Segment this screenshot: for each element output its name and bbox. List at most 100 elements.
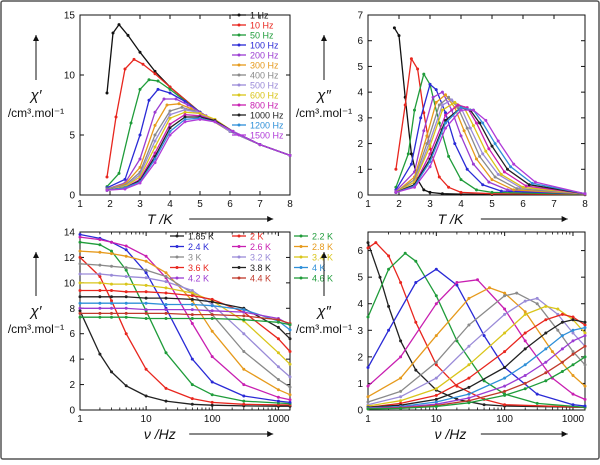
legend-marker xyxy=(237,53,241,57)
data-point xyxy=(416,67,420,71)
legend-label: 3.2 K xyxy=(250,253,271,263)
legend-marker xyxy=(237,43,241,47)
data-point xyxy=(437,175,441,179)
series-line xyxy=(79,310,290,407)
data-point xyxy=(78,262,82,266)
y-tick-label: 12 xyxy=(64,253,76,264)
data-point xyxy=(78,233,82,236)
data-point xyxy=(124,301,128,305)
data-point xyxy=(434,302,438,306)
data-point xyxy=(78,255,82,259)
data-point xyxy=(156,79,160,83)
data-point xyxy=(190,313,194,317)
legend-marker xyxy=(237,73,241,77)
data-point xyxy=(544,371,548,375)
data-point xyxy=(503,384,507,388)
data-point xyxy=(186,103,190,107)
data-point xyxy=(210,393,214,397)
data-point xyxy=(387,328,391,332)
panel-bl: 1 10 100 1000 0 2 4 6 8 10 12 14 1.85 K 2 K 2.2 K 2.4 K… xyxy=(8,228,333,443)
legend-marker xyxy=(299,255,303,259)
data-point xyxy=(503,366,507,369)
x-tick-label: 4 xyxy=(458,199,464,210)
data-point xyxy=(399,395,403,399)
legend-marker xyxy=(237,63,241,67)
data-point xyxy=(124,282,128,286)
legend-label: 2.4 K xyxy=(188,242,209,252)
data-point xyxy=(503,393,507,397)
data-point xyxy=(467,385,471,389)
data-point xyxy=(465,167,469,171)
legend-label: 800 Hz xyxy=(250,101,279,111)
legend-label: 3.8 K xyxy=(250,263,271,273)
data-point xyxy=(144,367,148,371)
data-point xyxy=(98,250,102,254)
data-point xyxy=(467,392,471,396)
data-point xyxy=(467,376,471,380)
data-point xyxy=(455,283,459,287)
data-point xyxy=(110,264,113,268)
data-point xyxy=(560,320,564,324)
data-point xyxy=(242,318,246,322)
y-axis-arrow-head xyxy=(321,252,327,258)
legend-marker xyxy=(237,123,241,127)
data-point xyxy=(210,355,214,359)
x-tick-label: 1000 xyxy=(562,414,585,425)
data-point xyxy=(210,317,214,320)
data-point xyxy=(288,153,292,157)
data-point xyxy=(144,317,148,320)
x-tick-label: 10 xyxy=(141,414,153,425)
y-tick-label: 6 xyxy=(357,36,363,47)
data-point xyxy=(153,139,157,143)
data-point xyxy=(560,370,564,373)
data-point xyxy=(165,103,169,107)
data-point xyxy=(110,315,113,319)
data-point xyxy=(374,241,378,245)
legend-label: 1500 Hz xyxy=(250,131,284,141)
x-axis-label: T /K xyxy=(147,211,173,227)
data-point xyxy=(481,152,485,156)
data-point xyxy=(434,88,438,92)
data-point xyxy=(434,405,438,408)
data-point xyxy=(124,295,128,299)
data-point xyxy=(444,121,447,125)
data-point xyxy=(583,363,587,367)
data-point xyxy=(98,263,102,267)
data-point xyxy=(190,402,194,406)
data-point xyxy=(126,33,130,37)
y-tick-label: 1 xyxy=(357,379,363,390)
data-point xyxy=(210,403,214,407)
data-point xyxy=(476,278,479,282)
data-point xyxy=(124,384,128,388)
data-point xyxy=(444,111,447,115)
data-point xyxy=(242,394,246,398)
data-point xyxy=(123,67,127,71)
legend-label: 100 Hz xyxy=(250,41,279,51)
legend-label: 50 Hz xyxy=(250,31,274,41)
data-point xyxy=(583,397,587,401)
data-point xyxy=(138,87,142,91)
data-point xyxy=(506,167,509,171)
plot-frame xyxy=(79,231,291,411)
data-point xyxy=(366,241,370,245)
series-line xyxy=(367,268,586,407)
data-point xyxy=(78,295,82,299)
data-point xyxy=(78,249,82,253)
x-tick-label: 8 xyxy=(582,199,588,210)
data-point xyxy=(422,129,426,133)
x-tick-label: 7 xyxy=(257,199,263,210)
data-point xyxy=(190,383,194,387)
legend-label: 3 K xyxy=(188,253,202,263)
data-point xyxy=(242,350,246,353)
data-point xyxy=(183,113,187,117)
legend-marker xyxy=(237,13,241,17)
x-tick-label: 100 xyxy=(496,414,513,425)
data-point xyxy=(509,165,513,169)
data-point xyxy=(190,308,194,312)
series-line xyxy=(367,252,586,408)
x-tick-label: 2 xyxy=(396,199,402,210)
data-point xyxy=(78,235,82,239)
data-point xyxy=(475,157,478,161)
data-point xyxy=(583,320,587,324)
